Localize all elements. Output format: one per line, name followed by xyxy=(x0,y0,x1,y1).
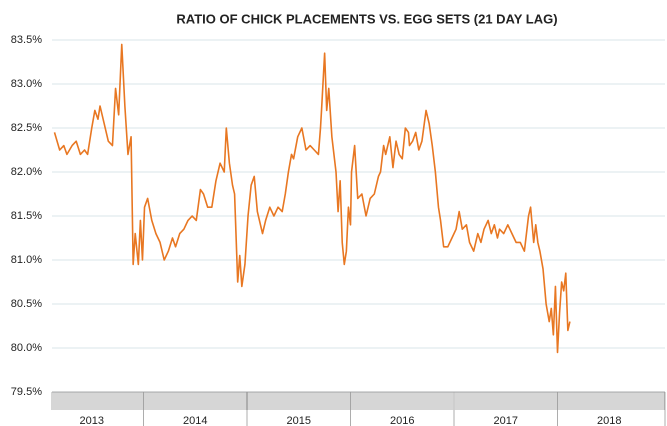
x-tick-label: 2016 xyxy=(390,415,414,426)
x-tick-label: 2017 xyxy=(494,415,518,426)
chart-title: RATIO OF CHICK PLACEMENTS VS. EGG SETS (… xyxy=(176,11,557,26)
x-tick-label: 2015 xyxy=(287,415,311,426)
y-tick-label: 80.5% xyxy=(11,298,42,310)
x-tick-label: 2018 xyxy=(597,415,621,426)
data-line xyxy=(53,43,571,354)
y-tick-label: 83.0% xyxy=(11,78,42,90)
y-tick-label: 81.5% xyxy=(11,210,42,222)
y-tick-label: 81.0% xyxy=(11,254,42,266)
x-tick-label: 2014 xyxy=(183,415,207,426)
y-tick-label: 82.0% xyxy=(11,166,42,178)
y-tick-label: 82.5% xyxy=(11,122,42,134)
y-tick-label: 80.0% xyxy=(11,342,42,354)
y-tick-label: 79.5% xyxy=(11,386,42,398)
x-tick-label: 2013 xyxy=(80,415,104,426)
y-tick-label: 83.5% xyxy=(11,34,42,46)
